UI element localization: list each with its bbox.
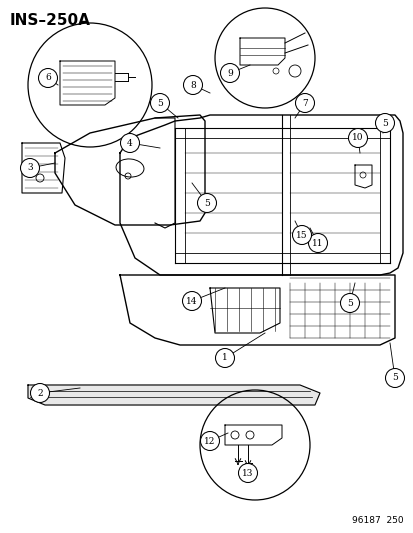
Text: 15: 15	[295, 230, 307, 239]
Circle shape	[339, 294, 358, 312]
Circle shape	[31, 384, 50, 402]
Text: 5: 5	[391, 374, 397, 383]
Polygon shape	[28, 385, 319, 405]
Circle shape	[150, 93, 169, 112]
Text: 1: 1	[222, 353, 227, 362]
Text: 6: 6	[45, 74, 51, 83]
Text: 14: 14	[186, 296, 197, 305]
Circle shape	[183, 76, 202, 94]
Circle shape	[238, 464, 257, 482]
Circle shape	[200, 432, 219, 450]
Circle shape	[385, 368, 404, 387]
Circle shape	[308, 233, 327, 253]
Circle shape	[220, 63, 239, 83]
Text: 8: 8	[190, 80, 195, 90]
Text: 5: 5	[157, 99, 163, 108]
Circle shape	[375, 114, 394, 133]
Text: 3: 3	[27, 164, 33, 173]
Text: 4: 4	[127, 139, 133, 148]
Text: 10: 10	[351, 133, 363, 142]
Text: 9: 9	[227, 69, 232, 77]
Text: 11: 11	[311, 238, 323, 247]
Circle shape	[215, 349, 234, 367]
Text: 13: 13	[242, 469, 253, 478]
Circle shape	[348, 128, 367, 148]
Text: 5: 5	[381, 118, 387, 127]
Circle shape	[38, 69, 57, 87]
Text: 2: 2	[37, 389, 43, 398]
Text: INS–250A: INS–250A	[10, 13, 91, 28]
Circle shape	[197, 193, 216, 213]
Circle shape	[295, 93, 314, 112]
Circle shape	[292, 225, 311, 245]
Circle shape	[21, 158, 39, 177]
Text: 96187  250: 96187 250	[351, 516, 403, 525]
Text: 12: 12	[204, 437, 215, 446]
Text: 5: 5	[204, 198, 209, 207]
Text: 7: 7	[301, 99, 307, 108]
Text: 5: 5	[346, 298, 352, 308]
Circle shape	[120, 133, 139, 152]
Circle shape	[182, 292, 201, 311]
